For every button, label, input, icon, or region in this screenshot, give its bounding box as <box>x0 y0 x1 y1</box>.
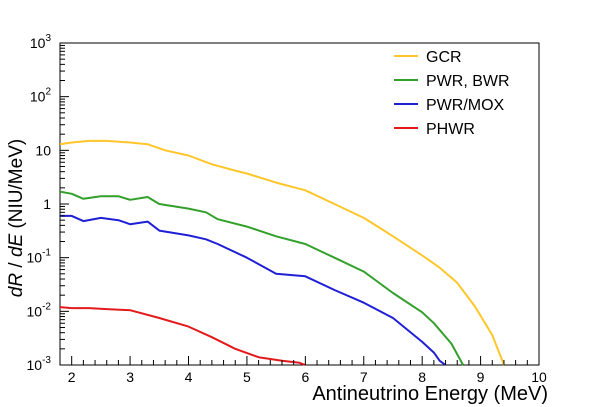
data-curves <box>59 139 505 366</box>
x-tick-label: 4 <box>185 369 193 385</box>
legend-label-pwr-bwr: PWR, BWR <box>426 73 510 90</box>
y-tick-label: 102 <box>30 87 52 105</box>
plot-frame <box>59 42 540 366</box>
y-tick-base: 1 <box>43 196 51 212</box>
y-tick-label: 103 <box>30 33 52 51</box>
series-line-pwr-bwr <box>59 190 464 366</box>
legend: GCR PWR, BWR PWR/MOX PHWR <box>394 49 510 138</box>
series-line-phwr <box>59 306 306 366</box>
x-axis-title: Antineutrino Energy (MeV) <box>312 383 548 405</box>
y-tick-exponent: 2 <box>45 87 51 98</box>
x-tick-label: 10 <box>531 369 547 385</box>
x-tick-label: 6 <box>301 369 309 385</box>
y-tick-base: 10 <box>30 89 46 105</box>
series-line-gcr <box>59 139 505 366</box>
x-tick-label: 7 <box>360 369 368 385</box>
legend-label-pwr-mox: PWR/MOX <box>426 97 505 114</box>
y-axis-title-unit: (NIU/MeV) <box>6 139 27 234</box>
x-tick-label: 3 <box>126 369 134 385</box>
y-tick-base: 10 <box>35 142 51 158</box>
y-tick-label: 1 <box>43 196 51 212</box>
y-axis-title: dR / dE (NIU/MeV) <box>6 139 27 297</box>
y-tick-exponent: -2 <box>42 301 51 312</box>
y-tick-label: 10 <box>35 142 51 158</box>
y-tick-label: 10-3 <box>27 355 52 373</box>
y-axis-title-dr: dR <box>6 273 27 298</box>
y-tick-exponent: 3 <box>45 33 51 44</box>
y-tick-label: 10-1 <box>27 248 52 266</box>
x-tick-label: 8 <box>418 369 426 385</box>
y-tick-base: 10 <box>27 250 43 266</box>
legend-label-phwr: PHWR <box>426 121 475 138</box>
y-tick-label: 10-2 <box>27 301 52 319</box>
legend-label-gcr: GCR <box>426 49 462 66</box>
x-axis-ticks: 2 3 4 5 6 7 8 9 10 <box>68 356 547 385</box>
x-tick-label: 5 <box>243 369 251 385</box>
x-tick-label: 9 <box>477 369 485 385</box>
y-tick-exponent: -1 <box>42 248 51 259</box>
y-tick-exponent: -3 <box>42 355 51 366</box>
x-tick-label: 2 <box>68 369 76 385</box>
series-line-pwr-mox <box>60 214 447 366</box>
y-axis-title-slash: / <box>6 257 27 273</box>
y-tick-base: 10 <box>27 303 43 319</box>
y-tick-base: 10 <box>27 357 43 373</box>
y-tick-base: 10 <box>30 35 46 51</box>
y-axis-title-de: dE <box>6 233 27 257</box>
